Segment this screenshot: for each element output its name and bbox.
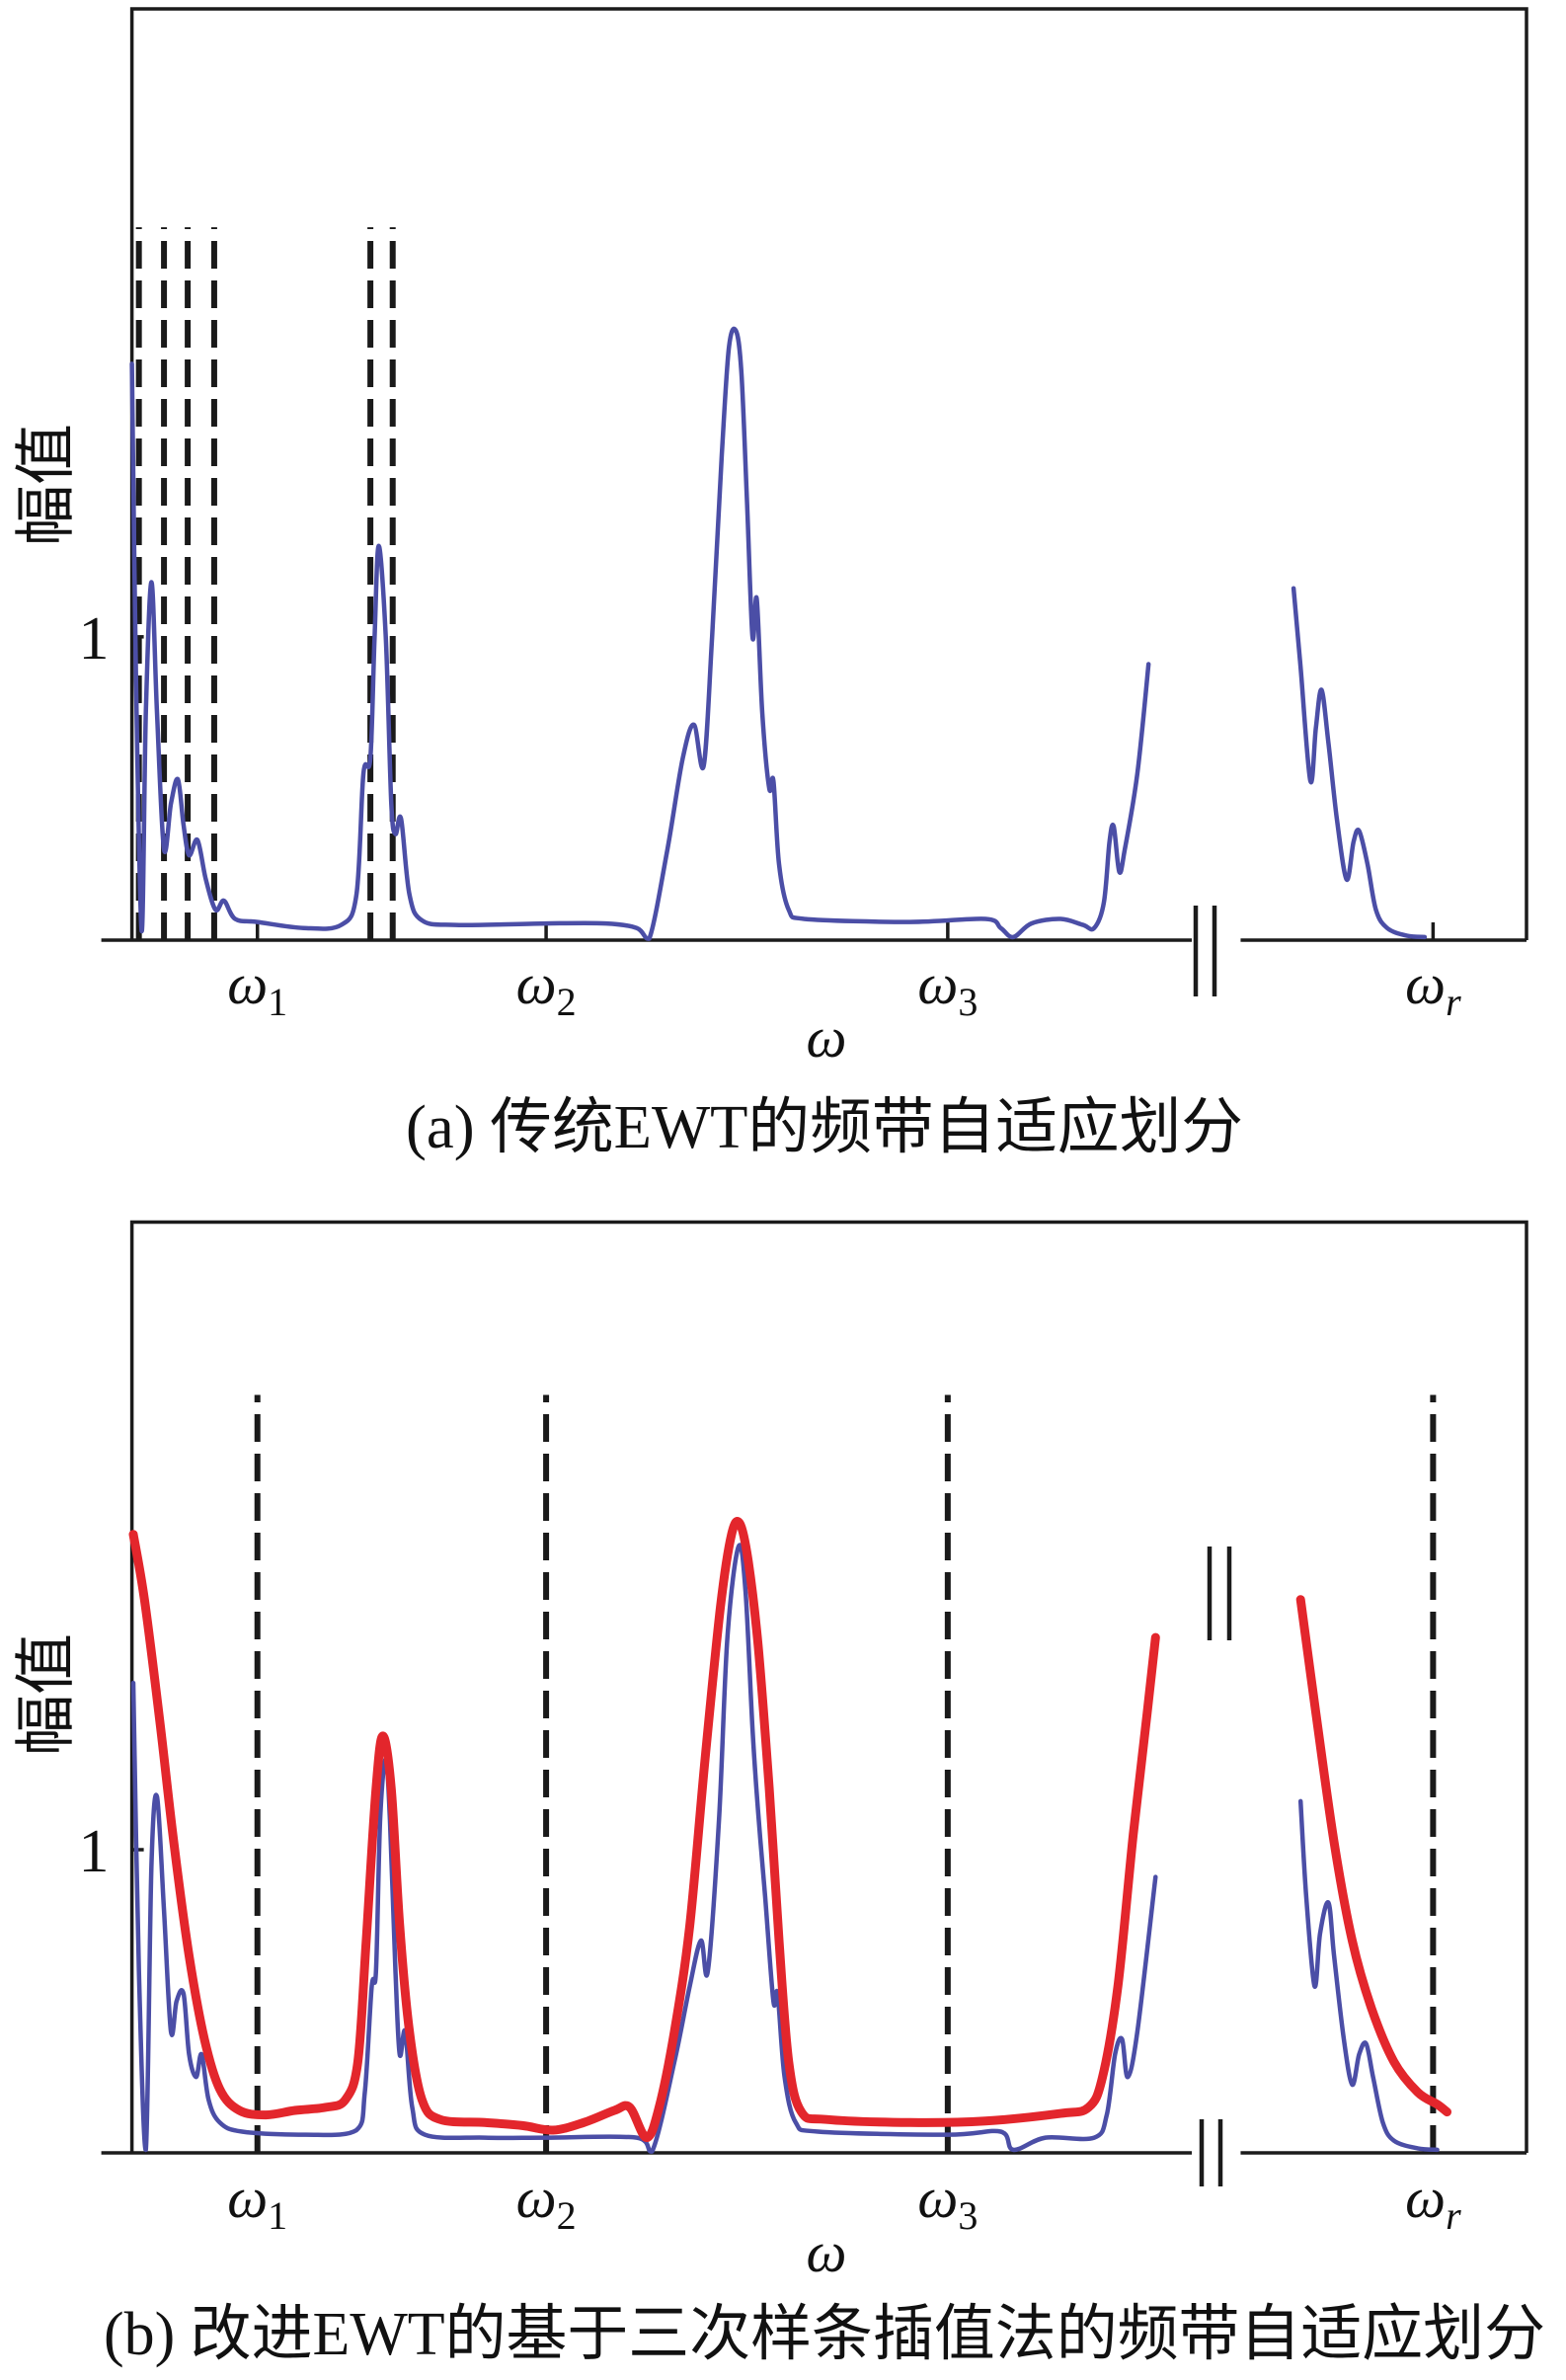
panel-b-plot-marks: [101, 1220, 1528, 2186]
series-line-blue-segment-2: [1297, 1798, 1440, 2153]
x-tick-label-omega-3: ω3: [917, 2166, 978, 2238]
x-tick-label-omega-1: ω1: [227, 2166, 287, 2238]
y-axis-label: 幅值: [10, 1633, 82, 1756]
plot-frame: [129, 7, 1528, 940]
panel-b: 幅值 1 ω1 ω2 ω3 ωr ω (b) 改进EWT的基于三次样条插值法的频…: [10, 1220, 1545, 2368]
panel-b-caption: (b) 改进EWT的基于三次样条插值法的频带自适应划分: [104, 2301, 1545, 2368]
x-tick-label-omega-1: ω1: [227, 952, 287, 1024]
x-tick-label-omega-3: ω3: [917, 952, 978, 1024]
x-axis-label: ω: [807, 1005, 847, 1070]
y-axis-label: 幅值: [10, 424, 82, 546]
panel-a: 幅值 1 ω1 ω2 ω3 ωr ω (a) 传统EWT的频带自适应划分: [10, 7, 1528, 1161]
x-axis-label: ω: [807, 2220, 847, 2284]
x-tick-label-omega-r: ωr: [1405, 952, 1461, 1024]
series-line-blue-segment-1: [129, 326, 1151, 941]
series-line-red-segment-2: [1295, 1595, 1451, 2117]
y-tick-label: 1: [79, 605, 110, 673]
y-tick-label: 1: [79, 1818, 110, 1885]
series-line-blue-segment-2: [1291, 586, 1428, 940]
series-line-red-segment-1: [128, 1517, 1160, 2143]
x-tick-label-omega-2: ω2: [516, 952, 577, 1024]
panel-a-caption: (a) 传统EWT的频带自适应划分: [406, 1094, 1243, 1161]
plot-frame: [129, 1220, 1528, 2153]
series-line-blue-segment-1: [130, 1543, 1158, 2154]
x-tick-label-omega-r: ωr: [1405, 2166, 1461, 2238]
panel-a-plot-marks: [101, 7, 1528, 996]
x-tick-label-omega-2: ω2: [516, 2166, 577, 2238]
